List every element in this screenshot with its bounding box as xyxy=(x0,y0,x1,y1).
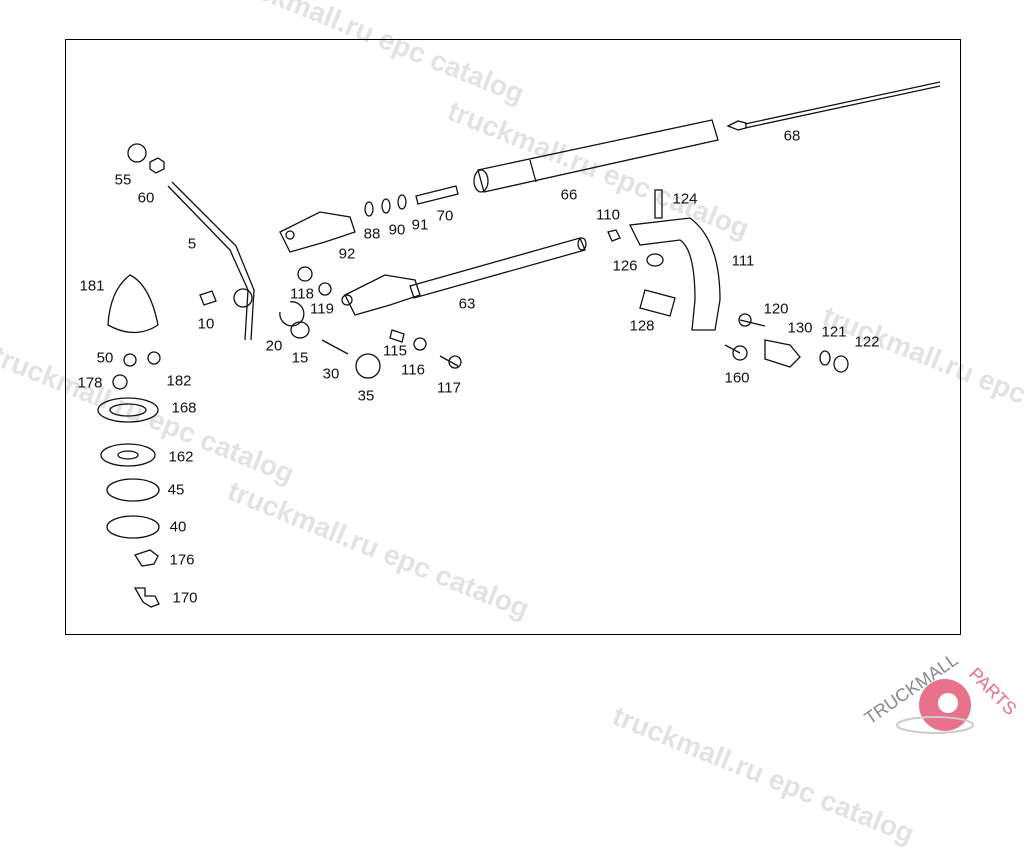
part-label-128[interactable]: 128 xyxy=(629,317,655,335)
part-label-92[interactable]: 92 xyxy=(338,245,356,263)
part-label-63[interactable]: 63 xyxy=(458,295,476,313)
part-label-119[interactable]: 119 xyxy=(310,300,334,318)
plate-162 xyxy=(100,443,156,467)
truckmall-logo: TRUCKMALL PARTS xyxy=(861,649,1021,734)
plate-40 xyxy=(106,515,160,539)
ring-168 xyxy=(97,397,159,423)
part-label-162[interactable]: 162 xyxy=(168,448,194,466)
nut-178 xyxy=(112,374,128,390)
rings xyxy=(364,185,459,217)
nut-118 xyxy=(297,266,313,282)
washer-119 xyxy=(318,282,332,296)
part-label-111[interactable]: 111 xyxy=(731,252,755,270)
shaft-68 xyxy=(726,81,941,131)
part-label-5[interactable]: 5 xyxy=(187,235,197,253)
clip-110 xyxy=(607,229,621,242)
part-label-50[interactable]: 50 xyxy=(96,349,114,367)
part-label-126[interactable]: 126 xyxy=(612,257,638,275)
bolt-120 xyxy=(739,319,766,327)
nut-122 xyxy=(833,355,849,373)
bracket-111 xyxy=(629,217,721,331)
part-label-168[interactable]: 168 xyxy=(171,399,197,417)
part-label-115[interactable]: 115 xyxy=(383,342,407,360)
part-label-122[interactable]: 122 xyxy=(854,333,880,351)
part-label-176[interactable]: 176 xyxy=(169,551,195,569)
part-label-110[interactable]: 110 xyxy=(596,206,620,224)
part-label-70[interactable]: 70 xyxy=(436,207,454,225)
part-label-10[interactable]: 10 xyxy=(197,315,215,333)
bolt-124 xyxy=(654,189,663,219)
part-label-91[interactable]: 91 xyxy=(411,216,429,234)
washer-116 xyxy=(413,337,427,351)
nut-60 xyxy=(149,157,165,174)
diagram-frame xyxy=(65,39,961,635)
screw-182 xyxy=(147,351,161,365)
bush-10 xyxy=(199,290,217,306)
clip-176 xyxy=(134,549,159,567)
bolt-160 xyxy=(724,344,741,354)
part-label-55[interactable]: 55 xyxy=(114,171,132,189)
yoke-63 xyxy=(341,274,421,316)
part-label-45[interactable]: 45 xyxy=(167,481,185,499)
nut-50 xyxy=(123,353,137,367)
plate-45 xyxy=(106,478,160,502)
tube-66 xyxy=(473,119,719,193)
part-label-120[interactable]: 120 xyxy=(763,300,789,318)
part-label-60[interactable]: 60 xyxy=(137,189,155,207)
nut-126 xyxy=(646,253,664,267)
logo-text-accent: PARTS xyxy=(965,664,1020,719)
pin-30 xyxy=(321,339,349,355)
part-label-68[interactable]: 68 xyxy=(783,127,801,145)
ball-55 xyxy=(127,143,147,163)
joint-130 xyxy=(764,339,801,368)
washer-121 xyxy=(819,350,831,366)
part-label-15[interactable]: 15 xyxy=(291,349,309,367)
part-label-118[interactable]: 118 xyxy=(290,285,314,303)
part-label-20[interactable]: 20 xyxy=(265,337,283,355)
part-label-66[interactable]: 66 xyxy=(560,186,578,204)
part-label-40[interactable]: 40 xyxy=(169,518,187,536)
part-label-35[interactable]: 35 xyxy=(357,387,375,405)
part-label-178[interactable]: 178 xyxy=(77,374,103,392)
part-label-181[interactable]: 181 xyxy=(79,277,105,295)
tube-63 xyxy=(409,237,587,299)
bush-15 xyxy=(290,321,310,339)
parts-drawing xyxy=(97,81,941,608)
part-label-160[interactable]: 160 xyxy=(724,369,750,387)
part-label-182[interactable]: 182 xyxy=(166,372,192,390)
bush-115 xyxy=(389,329,405,343)
part-label-121[interactable]: 121 xyxy=(821,323,847,341)
lever-5 xyxy=(167,181,255,341)
part-label-30[interactable]: 30 xyxy=(322,365,340,383)
yoke-92 xyxy=(279,211,356,253)
clip-170 xyxy=(133,587,160,608)
part-label-117[interactable]: 117 xyxy=(437,379,461,397)
part-label-124[interactable]: 124 xyxy=(672,190,698,208)
part-label-130[interactable]: 130 xyxy=(787,319,813,337)
part-label-88[interactable]: 88 xyxy=(363,225,381,243)
part-label-116[interactable]: 116 xyxy=(401,361,425,379)
part-label-90[interactable]: 90 xyxy=(388,221,406,239)
sleeve-128 xyxy=(639,289,676,317)
boot-181 xyxy=(107,274,159,334)
gear-icon xyxy=(896,679,974,734)
bush-35 xyxy=(355,353,381,379)
part-label-170[interactable]: 170 xyxy=(172,589,198,607)
